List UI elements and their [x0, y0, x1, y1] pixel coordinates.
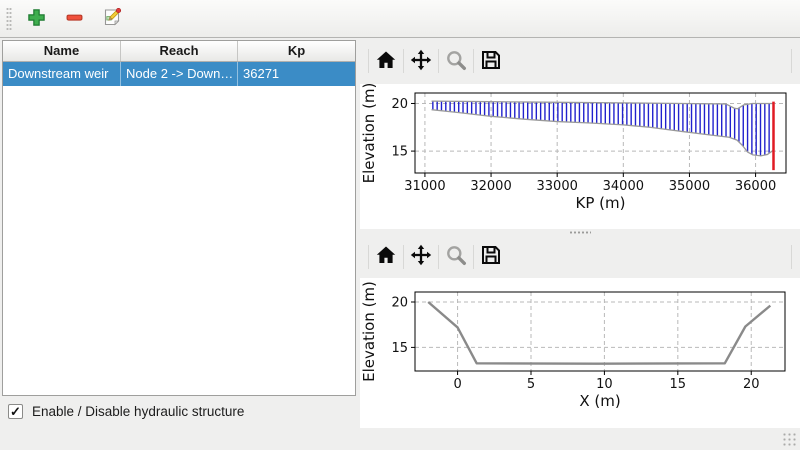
minus-icon: [65, 8, 84, 30]
structures-panel: Name Reach Kp Downstream weir Node 2 -> …: [0, 38, 360, 450]
column-header-kp[interactable]: Kp: [287, 43, 306, 58]
save-floppy-icon: [480, 49, 502, 74]
svg-text:5: 5: [527, 377, 535, 392]
status-strip: [360, 428, 800, 450]
home-icon: [375, 49, 397, 74]
toolbar-separator: [438, 49, 439, 73]
pan-arrows-icon: [410, 49, 432, 74]
splitter-handle-icon: [569, 230, 591, 234]
plus-icon: [27, 8, 46, 30]
toolbar-separator: [368, 49, 369, 73]
toolbar-separator: [791, 244, 792, 269]
toolbar-separator: [368, 244, 369, 269]
svg-text:KP (m): KP (m): [576, 194, 626, 212]
edit-structure-button[interactable]: [98, 5, 126, 33]
profile-zoom-button[interactable]: [439, 45, 473, 77]
cross-section-plot-toolbar: [360, 235, 800, 278]
toolbar-drag-handle[interactable]: [6, 6, 12, 31]
toolbar-separator: [473, 244, 474, 269]
svg-text:Elevation (m): Elevation (m): [360, 281, 378, 382]
edit-document-icon: [102, 7, 123, 31]
toolbar-separator: [791, 49, 792, 73]
profile-pan-button[interactable]: [404, 45, 438, 77]
resize-grip-icon[interactable]: [782, 432, 797, 447]
svg-text:X (m): X (m): [579, 392, 620, 410]
svg-text:20: 20: [743, 377, 760, 392]
cross-section-zoom-button[interactable]: [439, 241, 473, 273]
svg-text:33000: 33000: [537, 179, 578, 194]
plots-splitter[interactable]: [360, 229, 800, 235]
svg-text:0: 0: [453, 377, 461, 392]
svg-text:15: 15: [670, 377, 687, 392]
svg-text:20: 20: [391, 97, 408, 112]
svg-text:36000: 36000: [735, 179, 776, 194]
svg-text:32000: 32000: [470, 179, 511, 194]
add-structure-button[interactable]: [22, 5, 50, 33]
structures-table: Name Reach Kp Downstream weir Node 2 -> …: [2, 40, 356, 396]
svg-text:35000: 35000: [669, 179, 710, 194]
checkmark-icon: ✓: [10, 404, 21, 419]
profile-home-button[interactable]: [369, 45, 403, 77]
column-header-reach[interactable]: Reach: [121, 41, 238, 61]
svg-text:20: 20: [391, 295, 408, 310]
column-header-name[interactable]: Name: [3, 41, 121, 61]
enable-structure-checkbox[interactable]: ✓ Enable / Disable hydraulic structure: [8, 404, 360, 419]
profile-chart-canvas[interactable]: 31000 32000 33000 34000 35000 36000 15 20 KP (m)…: [360, 84, 800, 229]
table-header: Name Reach Kp: [3, 41, 355, 62]
svg-text:31000: 31000: [404, 179, 445, 194]
cross-section-save-button[interactable]: [474, 241, 508, 273]
cell-kp[interactable]: 36271: [243, 66, 280, 81]
toolbar-separator: [438, 244, 439, 269]
toolbar-separator: [403, 49, 404, 73]
svg-text:34000: 34000: [603, 179, 644, 194]
table-row[interactable]: Downstream weir Node 2 -> Down… 36271: [3, 62, 355, 86]
svg-text:10: 10: [596, 377, 613, 392]
main-area: Name Reach Kp Downstream weir Node 2 -> …: [0, 38, 800, 450]
cell-reach[interactable]: Node 2 -> Down…: [121, 62, 238, 86]
cross-section-chart-canvas[interactable]: 0 5 10 15 20 15 20 X (m) Elevation (m): [360, 278, 800, 428]
home-icon: [375, 244, 397, 269]
plots-panel: 31000 32000 33000 34000 35000 36000 15 20 KP (m)…: [360, 38, 800, 450]
checkbox-box[interactable]: ✓: [8, 404, 23, 419]
main-toolbar: [0, 0, 800, 38]
checkbox-label: Enable / Disable hydraulic structure: [32, 404, 245, 419]
cross-section-pan-button[interactable]: [404, 241, 438, 273]
magnifier-icon: [445, 49, 467, 74]
svg-text:15: 15: [391, 145, 408, 160]
svg-text:Elevation (m): Elevation (m): [360, 84, 378, 183]
pan-arrows-icon: [410, 244, 432, 269]
svg-text:15: 15: [391, 341, 408, 356]
magnifier-icon: [445, 244, 467, 269]
save-floppy-icon: [480, 244, 502, 269]
profile-save-button[interactable]: [474, 45, 508, 77]
remove-structure-button[interactable]: [60, 5, 88, 33]
profile-plot-toolbar: [360, 38, 800, 84]
cell-structure-name[interactable]: Downstream weir: [3, 62, 121, 86]
cross-section-home-button[interactable]: [369, 241, 403, 273]
toolbar-separator: [403, 244, 404, 269]
toolbar-separator: [473, 49, 474, 73]
